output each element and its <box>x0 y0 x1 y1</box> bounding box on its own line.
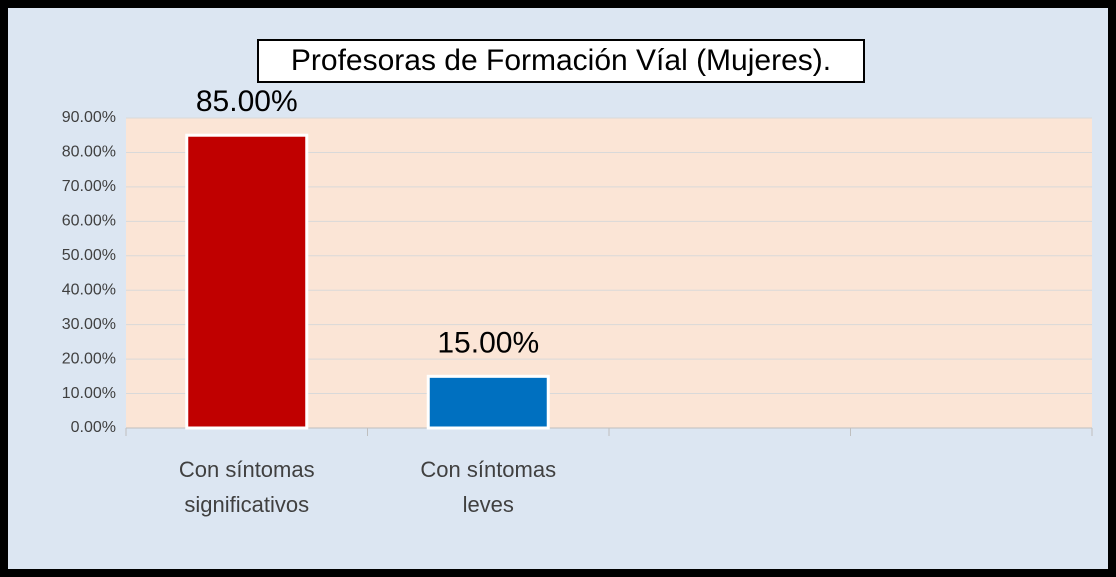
title-box <box>257 39 865 83</box>
bar <box>426 374 550 430</box>
x-tick-label: Con síntomas leves <box>420 457 557 517</box>
y-tick-label: 0.00% <box>71 419 116 436</box>
y-tick-label: 80.00% <box>62 144 116 161</box>
y-tick-label: 50.00% <box>62 247 116 264</box>
y-tick-label: 60.00% <box>62 213 116 230</box>
y-tick-label: 30.00% <box>62 316 116 333</box>
data-label: 15.00% <box>437 326 539 359</box>
y-tick-label: 10.00% <box>62 385 116 402</box>
y-tick-label: 40.00% <box>62 281 116 298</box>
chart-title: Profesoras de Formación Víal (Mujeres). <box>291 44 831 77</box>
y-tick-label: 70.00% <box>62 178 116 195</box>
x-tick-label: Con síntomas significativos <box>178 457 315 517</box>
bar <box>185 133 309 430</box>
y-tick-label: 20.00% <box>62 350 116 367</box>
data-label: 85.00% <box>196 85 298 118</box>
y-tick-label: 90.00% <box>62 109 116 126</box>
